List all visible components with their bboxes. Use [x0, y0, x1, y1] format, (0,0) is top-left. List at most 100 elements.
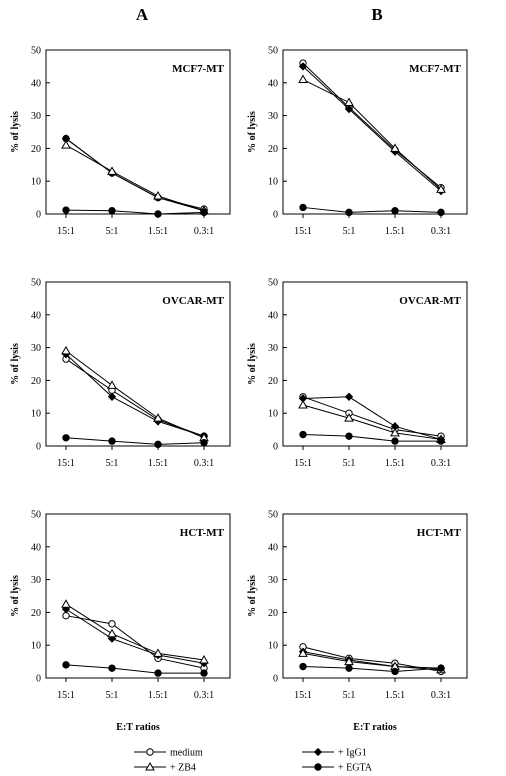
series-egta: [62, 434, 208, 449]
y-axis-label: % of lysis: [10, 343, 21, 385]
data-point: [390, 427, 400, 437]
series-medium: [299, 393, 445, 440]
y-tick-label: 30: [31, 575, 41, 586]
y-tick-label: 40: [31, 542, 41, 553]
data-point: [344, 413, 354, 422]
series-line: [65, 138, 205, 212]
data-point: [437, 208, 445, 217]
series-line: [302, 396, 442, 437]
data-point: [436, 184, 446, 193]
y-tick-label: 50: [268, 510, 278, 521]
data-point: [437, 664, 445, 672]
x-tick-label: 1.5:1: [385, 226, 405, 237]
x-tick-label: 0.3:1: [431, 226, 451, 237]
data-point: [62, 434, 70, 442]
data-point: [108, 207, 116, 215]
plot-frame: [45, 281, 231, 447]
y-tick-label: 10: [31, 641, 41, 652]
series-line: [65, 437, 205, 445]
series-egta: [62, 661, 208, 677]
series-line: [302, 651, 442, 669]
x-tick-label: 15:1: [294, 690, 312, 701]
y-tick-label: 50: [268, 278, 278, 289]
y-tick-label: 0: [36, 210, 41, 221]
data-point: [153, 413, 163, 422]
x-axis-label: E:T ratios: [353, 722, 397, 733]
series-zb4: [298, 74, 446, 193]
series-line: [65, 350, 205, 439]
series-egta: [62, 206, 208, 218]
y-tick-label: 0: [36, 674, 41, 685]
series-egta: [299, 430, 445, 445]
chart-panel-2: OVCAR-MT 0 10 20 30 40 50 % of lysis 15:1 5:1 1.5:…: [10, 278, 231, 469]
data-point: [298, 74, 308, 84]
y-tick-label: 50: [31, 278, 41, 289]
x-tick-label: 0.3:1: [194, 458, 214, 469]
series-egta: [299, 203, 445, 217]
y-tick-label: 0: [273, 210, 278, 221]
y-tick-label: 10: [268, 177, 278, 188]
chart-panel-5: HCT-MT 0 10 20 30 40 50 % of lysis 15:1 5:1 1.5:1 0…: [247, 510, 468, 733]
series-line: [65, 144, 205, 212]
data-point: [298, 62, 308, 71]
data-point: [345, 208, 353, 217]
y-tick-label: 20: [31, 608, 41, 619]
y-axis-label: % of lysis: [10, 111, 21, 153]
y-tick-label: 20: [268, 608, 278, 619]
x-tick-label: 1.5:1: [148, 458, 168, 469]
y-tick-label: 20: [268, 376, 278, 387]
data-point: [107, 634, 117, 643]
series-line: [302, 79, 442, 190]
series-line: [302, 666, 442, 672]
legend-item-0: medium: [134, 748, 203, 759]
y-tick-label: 40: [31, 310, 41, 321]
x-axis-label: E:T ratios: [116, 722, 160, 733]
data-point: [391, 207, 399, 215]
x-tick-label: 0.3:1: [431, 690, 451, 701]
series-line: [65, 615, 205, 669]
y-tick-label: 30: [268, 111, 278, 122]
y-axis-label: % of lysis: [247, 343, 258, 385]
y-tick-label: 40: [268, 542, 278, 553]
y-tick-label: 30: [31, 343, 41, 354]
legend-label: + IgG1: [338, 748, 367, 759]
series-igg1: [61, 134, 209, 215]
data-point: [299, 662, 307, 671]
data-point: [154, 210, 162, 218]
x-tick-label: 1.5:1: [148, 690, 168, 701]
plot-frame: [45, 513, 231, 679]
panel-title: HCT-MT: [417, 527, 462, 539]
x-tick-label: 5:1: [106, 226, 119, 237]
legend-marker: [146, 748, 154, 756]
y-tick-label: 40: [268, 310, 278, 321]
chart-panel-1: MCF7-MT 0 10 20 30 40 50 % of lysis 15:1 5:1 1.5:1…: [247, 46, 468, 237]
panel-title: MCF7-MT: [409, 63, 462, 75]
data-point: [153, 648, 163, 657]
series-line: [65, 138, 205, 210]
panel-title: OVCAR-MT: [399, 295, 461, 307]
y-tick-label: 10: [268, 641, 278, 652]
data-point: [200, 669, 208, 677]
y-tick-label: 50: [268, 46, 278, 57]
series-line: [65, 353, 205, 437]
x-tick-label: 5:1: [343, 690, 356, 701]
plot-frame: [282, 281, 468, 447]
data-point: [199, 654, 209, 664]
data-point: [107, 628, 117, 638]
y-tick-label: 20: [31, 144, 41, 155]
data-point: [299, 203, 307, 212]
column-label-a: A: [136, 5, 149, 24]
series-zb4: [61, 599, 209, 664]
x-tick-label: 15:1: [294, 458, 312, 469]
data-point: [107, 392, 117, 401]
y-tick-label: 0: [273, 442, 278, 453]
x-tick-label: 5:1: [106, 690, 119, 701]
x-tick-label: 15:1: [57, 690, 75, 701]
y-tick-label: 10: [31, 409, 41, 420]
y-tick-label: 30: [268, 343, 278, 354]
data-point: [153, 190, 163, 200]
y-tick-label: 20: [31, 376, 41, 387]
data-point: [62, 206, 70, 214]
legend-marker: [313, 747, 323, 757]
